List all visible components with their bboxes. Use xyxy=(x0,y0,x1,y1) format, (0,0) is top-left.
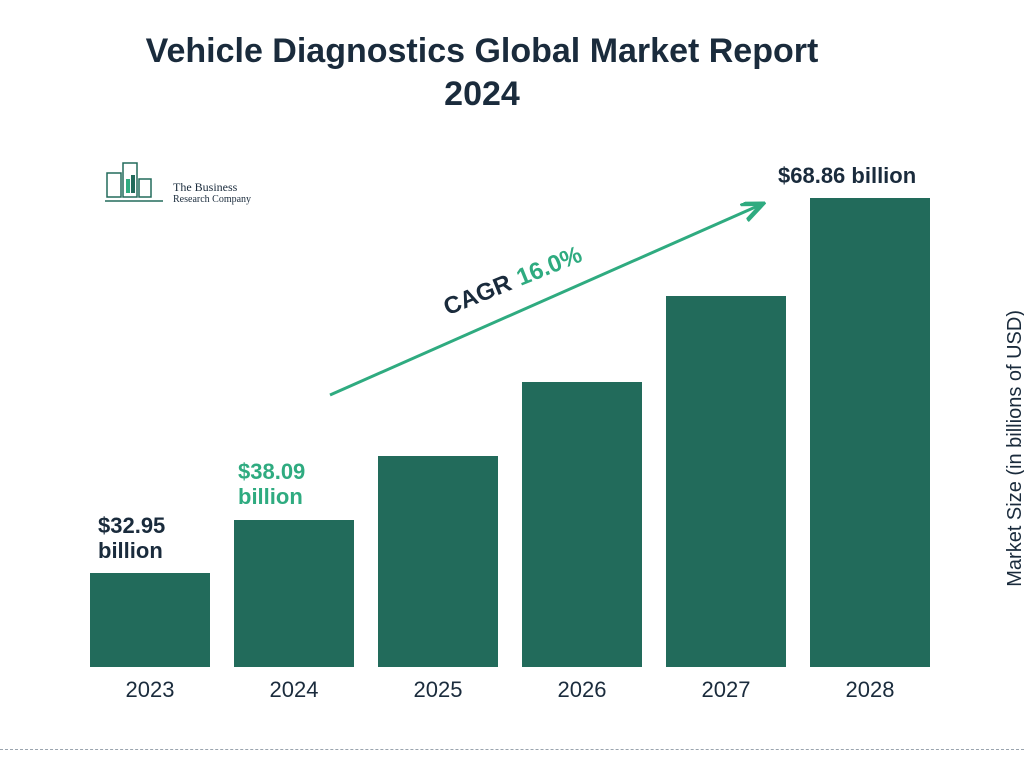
value-label-2023: $32.95 billion xyxy=(98,513,165,564)
bar xyxy=(90,573,210,667)
value-label-top: $68.86 billion xyxy=(778,163,916,188)
value-label-2028: $68.86 billion xyxy=(778,163,916,188)
y-axis-label: Market Size (in billions of USD) xyxy=(1004,310,1024,587)
bar-2024 xyxy=(234,520,354,667)
bottom-divider xyxy=(0,749,1024,750)
chart-container: Vehicle Diagnostics Global Market Report… xyxy=(0,0,1024,768)
bar xyxy=(234,520,354,667)
x-label: 2025 xyxy=(378,677,498,703)
title-line-1: Vehicle Diagnostics Global Market Report xyxy=(146,32,819,70)
bar-2025 xyxy=(378,456,498,667)
x-axis-labels: 2023 2024 2025 2026 2027 2028 xyxy=(90,677,930,703)
value-label-bottom: billion xyxy=(98,538,163,563)
x-label: 2028 xyxy=(810,677,930,703)
value-label-bottom: billion xyxy=(238,484,303,509)
x-label: 2027 xyxy=(666,677,786,703)
bar-2028 xyxy=(810,198,930,667)
x-label: 2026 xyxy=(522,677,642,703)
bar xyxy=(378,456,498,667)
bar-2023 xyxy=(90,573,210,667)
title-line-2: 2024 xyxy=(444,75,520,113)
x-label: 2024 xyxy=(234,677,354,703)
value-label-top: $38.09 xyxy=(238,459,305,484)
value-label-2024: $38.09 billion xyxy=(238,459,305,510)
bar xyxy=(522,382,642,667)
chart-title: Vehicle Diagnostics Global Market Report… xyxy=(0,30,964,115)
cagr-arrow-icon xyxy=(320,185,780,415)
x-label: 2023 xyxy=(90,677,210,703)
value-label-top: $32.95 xyxy=(98,513,165,538)
bar-2026 xyxy=(522,382,642,667)
chart-plot-area: 2023 2024 2025 2026 2027 2028 $32.95 bil… xyxy=(90,165,930,695)
bar xyxy=(810,198,930,667)
